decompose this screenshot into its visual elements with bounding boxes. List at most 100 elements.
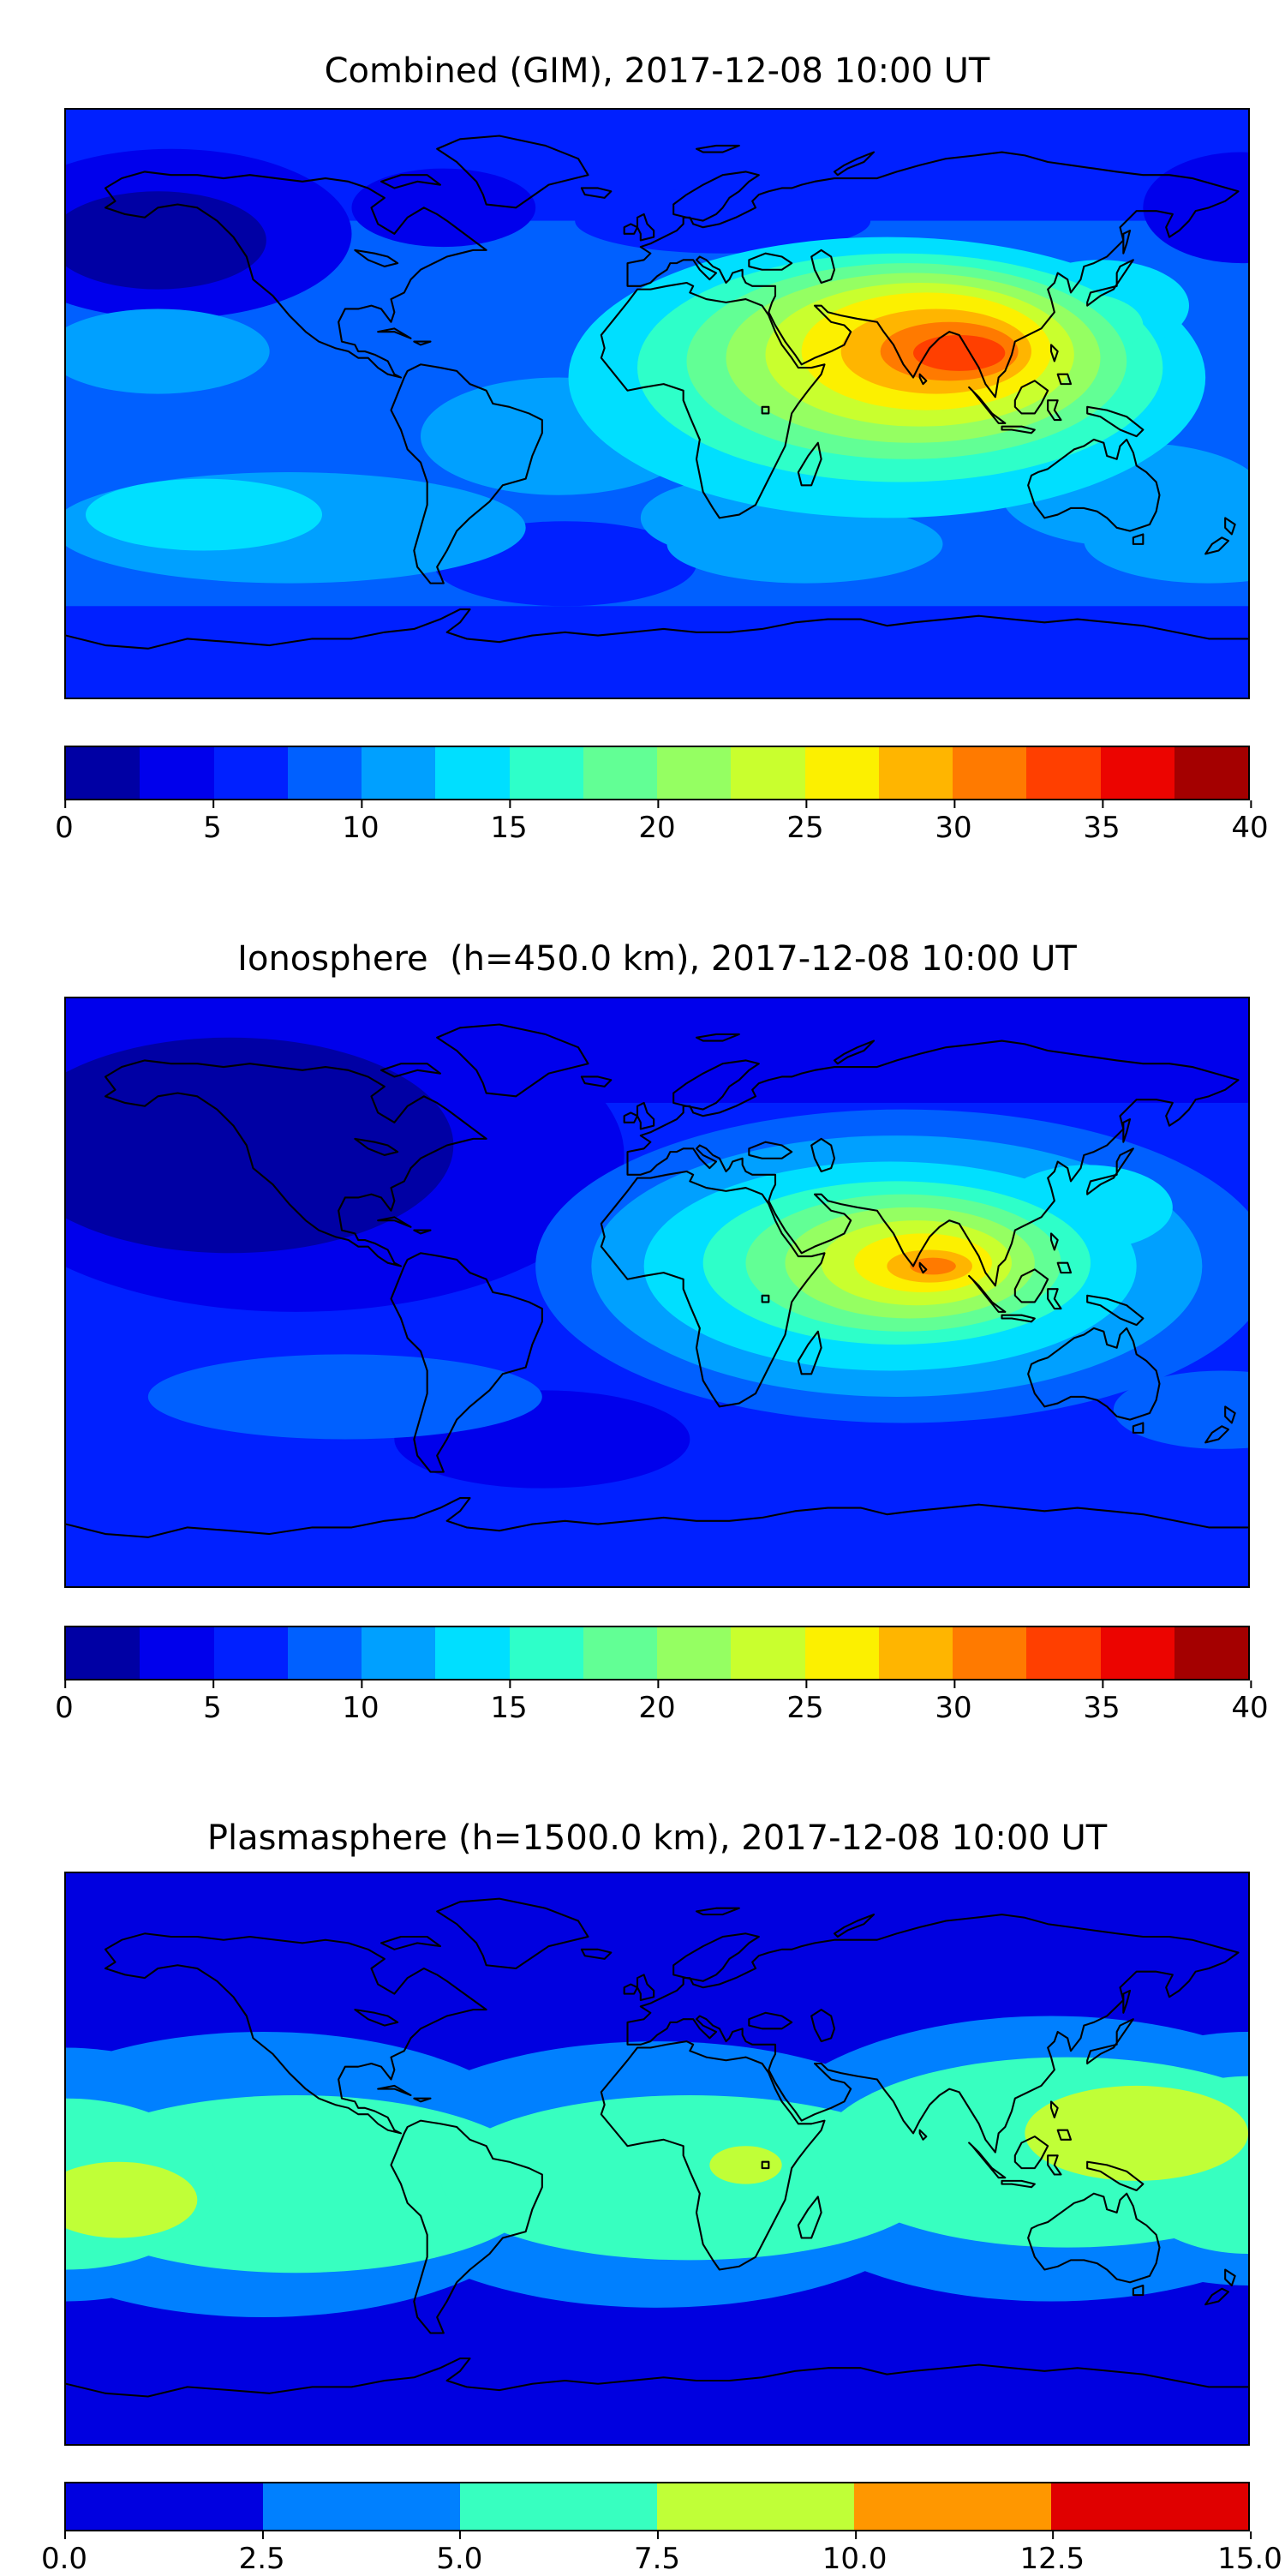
colorbar-segment <box>731 1627 805 1679</box>
coastline <box>1086 2018 1134 2065</box>
colorbar-tick-label: 10 <box>342 800 380 845</box>
coastline <box>1132 2284 1145 2297</box>
coastline <box>1056 2129 1073 2141</box>
colorbar-tick-label: 40 <box>1231 1680 1269 1725</box>
coastline <box>390 1252 543 1473</box>
coastline <box>1047 399 1062 422</box>
colorbar-tick-labels: 0.0 2.5 5.0 7.5 10.0 12.5 15.0 <box>41 2531 1282 2576</box>
coastline <box>623 223 639 235</box>
coastline <box>636 1101 655 1130</box>
coastline <box>1122 1989 1132 2014</box>
colorbar-segment <box>731 747 805 799</box>
colorbar-segment <box>362 1627 436 1679</box>
coastline <box>695 1033 740 1042</box>
colorbar-tick-label: 30 <box>935 800 972 845</box>
coastline <box>626 151 1240 398</box>
contour-field <box>66 1873 1248 2444</box>
colorbar-segment <box>657 1627 732 1679</box>
coastline <box>810 249 836 285</box>
colorbar-tick-label: 2.5 <box>238 2531 285 2576</box>
colorbar-segment <box>878 1627 953 1679</box>
coastline <box>1013 380 1049 415</box>
coastline <box>918 373 928 386</box>
coastline <box>918 2129 928 2141</box>
coastline <box>626 1039 1240 1287</box>
coastline <box>833 1039 876 1065</box>
coastline <box>1086 2160 1145 2192</box>
coastline <box>623 1111 639 1123</box>
coastline <box>1224 2268 1236 2287</box>
coastline <box>1049 2100 1059 2118</box>
coastline <box>797 1330 822 1375</box>
coastline <box>672 1932 760 1982</box>
coastline <box>1001 1314 1036 1323</box>
colorbar-plasmasphere <box>64 2482 1250 2531</box>
colorbar-segment <box>1100 1627 1174 1679</box>
coastline <box>380 174 442 189</box>
colorbar-tick-label: 20 <box>638 800 676 845</box>
coastline <box>1122 1117 1132 1143</box>
field-region-equator-turquoise-center <box>440 2095 940 2261</box>
colorbar-tick-label: 15.0 <box>1217 2531 1282 2576</box>
map-plasmasphere <box>64 1872 1250 2446</box>
coastline <box>1122 229 1132 255</box>
field-region-namerica-darkest <box>66 1037 454 1254</box>
colorbar-tick-label: 0 <box>55 800 74 845</box>
coastline <box>436 1897 589 1970</box>
colorbar-combined <box>64 746 1250 800</box>
contour-field <box>66 110 1248 698</box>
coastline <box>968 386 1007 424</box>
colorbar-tick-label: 35 <box>1083 1680 1121 1725</box>
panel-title: Ionosphere (h=450.0 km), 2017-12-08 10:0… <box>237 939 1077 979</box>
colorbar-tick-label: 25 <box>786 800 824 845</box>
coastline <box>1056 1261 1073 1274</box>
colorbar-segment <box>140 1627 214 1679</box>
colorbar-segment <box>287 1627 362 1679</box>
colorbar-tick-label: 5.0 <box>436 2531 483 2576</box>
coastline <box>1086 405 1145 438</box>
world-map-svg <box>66 110 1248 698</box>
colorbar-segment <box>140 747 214 799</box>
coastline <box>748 1141 793 1159</box>
coastline <box>380 1935 442 1950</box>
colorbar-segment <box>657 747 732 799</box>
colorbar-tick-labels: 0 5 10 15 20 25 30 35 40 <box>55 800 1269 845</box>
coastline <box>1132 1422 1145 1434</box>
coastline <box>1204 2287 1230 2306</box>
coastline <box>377 327 412 339</box>
coastline <box>833 1914 876 1938</box>
coastline <box>1204 1425 1230 1444</box>
colorbar-segment <box>362 747 436 799</box>
field-region-europe-low <box>575 188 871 254</box>
colorbar-segment <box>1026 747 1101 799</box>
coastline <box>1049 344 1059 362</box>
coastline <box>748 252 793 271</box>
colorbar-segment <box>66 1627 140 1679</box>
coastline <box>968 1274 1007 1313</box>
colorbar-tick-labels: 0 5 10 15 20 25 30 35 40 <box>55 1680 1269 1725</box>
coastline <box>672 171 760 222</box>
coastline <box>380 1063 442 1078</box>
coastline <box>695 144 740 153</box>
coastline <box>66 608 1248 650</box>
coastline <box>918 1261 928 1274</box>
field-region-hotspot-core-red <box>913 334 1006 371</box>
colorbar-tick-label: 30 <box>935 1680 972 1725</box>
colorbar-segment <box>1100 747 1174 799</box>
colorbar-segment <box>435 1627 510 1679</box>
coastline <box>1056 373 1073 386</box>
coastline <box>1086 1147 1134 1195</box>
coastline <box>761 405 770 415</box>
coastline <box>1047 1288 1062 1310</box>
coastlines <box>66 135 1248 650</box>
colorbar-segment <box>953 1627 1027 1679</box>
coastline <box>580 1948 613 1960</box>
colorbar-segment <box>213 1627 288 1679</box>
colorbar-segment <box>854 2483 1051 2530</box>
colorbar-ionosphere <box>64 1626 1250 1680</box>
colorbar-segment <box>213 747 288 799</box>
panel-title: Plasmasphere (h=1500.0 km), 2017-12-08 1… <box>206 1818 1108 1858</box>
colorbar-segment <box>66 2483 263 2530</box>
coastline <box>66 1497 1248 1538</box>
colorbar-tick-label: 5 <box>203 800 222 845</box>
